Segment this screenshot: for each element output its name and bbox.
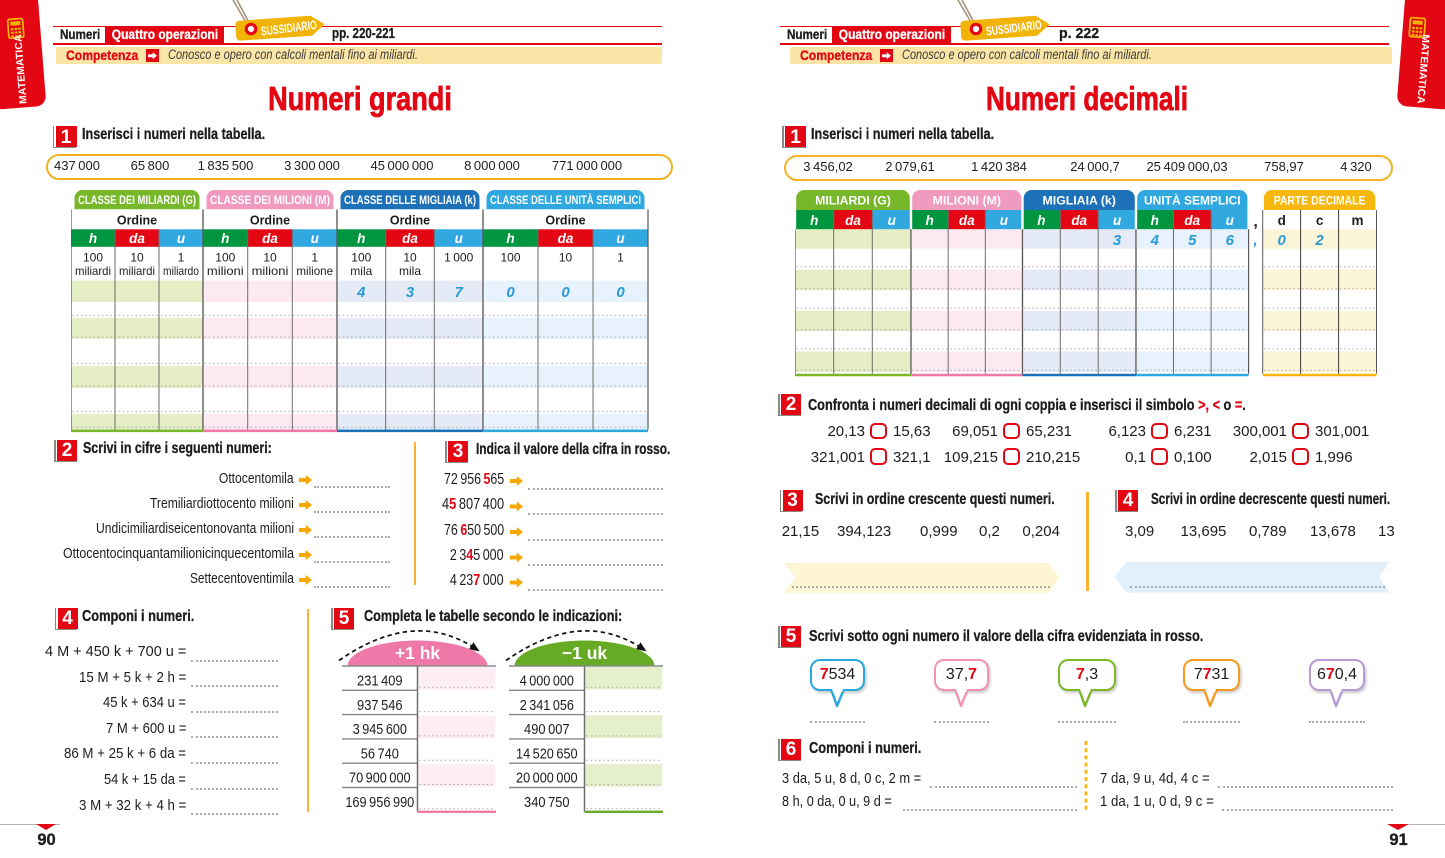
svg-text:h: h <box>1037 212 1045 227</box>
svg-text:4: 4 <box>1150 231 1160 248</box>
svg-text:da: da <box>262 231 278 246</box>
svg-text:MILIARDI (G): MILIARDI (G) <box>815 193 891 207</box>
svg-text:,: , <box>1253 231 1258 248</box>
svg-text:h: h <box>810 212 818 227</box>
svg-text:u: u <box>1113 212 1122 227</box>
svg-text:−1 uk: −1 uk <box>562 643 608 663</box>
svg-text:0: 0 <box>1278 231 1287 248</box>
svg-text:2 341 056: 2 341 056 <box>520 698 574 714</box>
svg-text:3: 3 <box>406 284 415 301</box>
svg-text:da: da <box>959 212 975 227</box>
svg-text:CLASSE DELLE UNITÀ SEMPLICI: CLASSE DELLE UNITÀ SEMPLICI <box>490 192 641 207</box>
svg-text:4: 4 <box>356 284 366 301</box>
svg-text:u: u <box>1000 212 1009 227</box>
svg-text:10: 10 <box>263 251 277 265</box>
svg-text:h: h <box>925 212 933 227</box>
svg-text:MILIONI (M): MILIONI (M) <box>933 193 1001 207</box>
svg-text:Ordine: Ordine <box>250 214 290 228</box>
svg-text:m: m <box>1351 212 1363 227</box>
svg-text:10: 10 <box>130 251 144 265</box>
svg-text:231 409: 231 409 <box>357 674 403 690</box>
svg-text:1 000: 1 000 <box>444 251 473 265</box>
svg-text:c: c <box>1316 212 1324 227</box>
svg-text:da: da <box>1071 212 1087 227</box>
svg-text:Ordine: Ordine <box>117 214 157 228</box>
svg-text:h: h <box>221 231 229 246</box>
svg-text:0: 0 <box>616 284 625 301</box>
svg-text:d: d <box>1278 212 1286 227</box>
svg-text:,: , <box>1253 213 1257 230</box>
svg-text:1: 1 <box>617 251 624 265</box>
svg-text:UNITÀ SEMPLICI: UNITÀ SEMPLICI <box>1144 192 1241 207</box>
svg-text:10: 10 <box>403 251 417 265</box>
svg-text:0: 0 <box>561 284 570 301</box>
svg-text:100: 100 <box>351 251 371 265</box>
svg-text:miliardi: miliardi <box>75 264 111 278</box>
svg-text:h: h <box>89 231 97 246</box>
svg-text:Ordine: Ordine <box>545 214 585 228</box>
svg-text:PARTE DECIMALE: PARTE DECIMALE <box>1274 193 1366 207</box>
svg-text:SUSSIDIARIO: SUSSIDIARIO <box>260 18 317 39</box>
svg-text:169 956 990: 169 956 990 <box>345 795 414 811</box>
svg-text:milioni: milioni <box>252 264 289 278</box>
svg-text:14 520 650: 14 520 650 <box>516 746 578 762</box>
svg-text:da: da <box>558 231 574 246</box>
svg-text:da: da <box>845 212 861 227</box>
svg-text:56 740: 56 740 <box>361 746 399 762</box>
svg-text:1: 1 <box>311 251 318 265</box>
svg-text:MIGLIAIA (k): MIGLIAIA (k) <box>1043 193 1116 207</box>
svg-text:Ordine: Ordine <box>390 214 430 228</box>
svg-text:mila: mila <box>350 264 372 278</box>
svg-text:100: 100 <box>215 251 235 265</box>
svg-text:10: 10 <box>559 251 573 265</box>
svg-text:100: 100 <box>83 251 103 265</box>
svg-text:miliardi: miliardi <box>119 264 155 278</box>
svg-text:miliardo: miliardo <box>163 264 199 278</box>
svg-text:da: da <box>1184 212 1200 227</box>
svg-text:mila: mila <box>399 264 421 278</box>
svg-text:100: 100 <box>500 251 520 265</box>
svg-text:20 000 000: 20 000 000 <box>516 771 578 787</box>
svg-text:u: u <box>177 231 186 246</box>
svg-text:0: 0 <box>506 284 515 301</box>
svg-text:SUSSIDIARIO: SUSSIDIARIO <box>985 18 1042 39</box>
svg-text:milioni: milioni <box>207 264 244 278</box>
svg-text:da: da <box>402 231 418 246</box>
svg-text:3 945 600: 3 945 600 <box>353 722 407 738</box>
svg-text:2: 2 <box>1314 231 1324 248</box>
svg-text:u: u <box>888 212 897 227</box>
svg-text:CLASSE DELLE MIGLIAIA (k): CLASSE DELLE MIGLIAIA (k) <box>344 193 476 207</box>
svg-text:u: u <box>1226 212 1235 227</box>
svg-text:1: 1 <box>178 251 185 265</box>
svg-text:7: 7 <box>455 284 464 301</box>
svg-text:6: 6 <box>1226 231 1235 248</box>
svg-text:h: h <box>506 231 514 246</box>
svg-text:u: u <box>455 231 464 246</box>
svg-text:h: h <box>357 231 365 246</box>
svg-text:h: h <box>1151 212 1159 227</box>
svg-text:3: 3 <box>1113 231 1122 248</box>
svg-text:70 900 000: 70 900 000 <box>349 771 411 787</box>
svg-text:da: da <box>129 231 145 246</box>
svg-text:milione: milione <box>296 264 333 278</box>
svg-text:CLASSE DEI MILIARDI (G): CLASSE DEI MILIARDI (G) <box>78 193 196 207</box>
svg-text:CLASSE DEI MILIONI (M): CLASSE DEI MILIONI (M) <box>210 193 330 207</box>
svg-text:u: u <box>311 231 320 246</box>
svg-text:4 000 000: 4 000 000 <box>520 674 574 690</box>
svg-text:937 546: 937 546 <box>357 698 403 714</box>
svg-text:u: u <box>616 231 625 246</box>
svg-text:490 007: 490 007 <box>524 722 570 738</box>
svg-text:+1 hk: +1 hk <box>395 643 441 663</box>
svg-text:5: 5 <box>1188 231 1197 248</box>
svg-text:340 750: 340 750 <box>524 795 570 811</box>
